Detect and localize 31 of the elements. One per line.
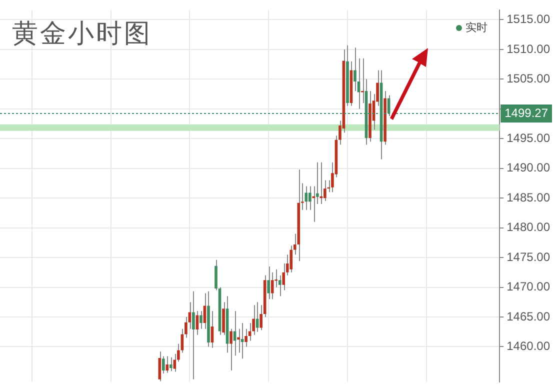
candlestick [237, 328, 240, 354]
y-tick-label: 1465.00 [506, 309, 550, 324]
candlestick [267, 266, 270, 300]
candlestick [162, 356, 165, 374]
candlestick [270, 272, 274, 300]
y-tick-label: 1510.00 [506, 42, 550, 56]
candlestick [361, 58, 364, 104]
y-tick-label: 1490.00 [506, 160, 550, 175]
y-tick-label: 1460.00 [506, 339, 550, 354]
y-tick-label: 1480.00 [506, 220, 550, 234]
candlestick [192, 290, 195, 380]
candlestick [290, 245, 293, 273]
ref-line-label: 1499.27 [504, 106, 548, 120]
y-tick-label: 1475.00 [506, 250, 550, 264]
y-tick-label: 1515.00 [506, 12, 550, 26]
candlestick [203, 292, 206, 330]
y-tick-label: 1470.00 [506, 280, 550, 294]
y-tick-label: 1485.00 [506, 190, 550, 204]
candlestick [308, 186, 312, 210]
candlestick [304, 186, 308, 210]
y-tick-label: 1505.00 [506, 71, 550, 86]
chart-title: 黄金小时图 [12, 18, 152, 50]
candlestick [354, 47, 356, 92]
candlestick [170, 356, 172, 372]
candlestick [196, 310, 199, 336]
y-tick-label: 1495.00 [506, 130, 550, 145]
candlestick [158, 350, 162, 382]
legend-label: 实时 [466, 20, 488, 36]
candlestick [200, 310, 202, 330]
candlestick [166, 356, 169, 374]
candlestick [230, 328, 232, 372]
